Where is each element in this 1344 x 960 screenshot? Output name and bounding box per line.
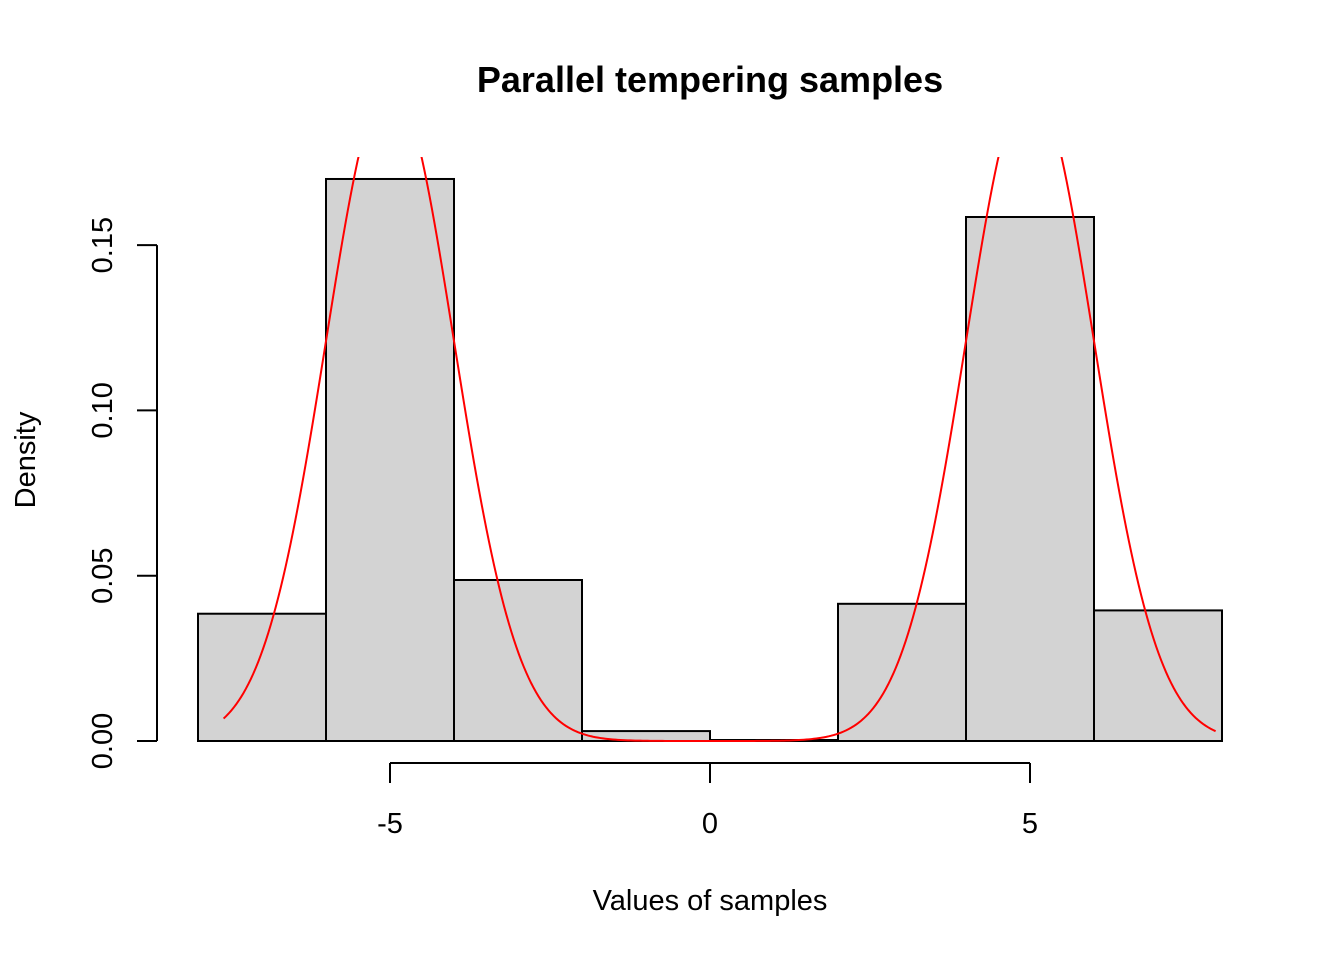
x-axis-label: Values of samples [593,885,828,917]
y-tick-label: 0.00 [87,713,119,769]
y-tick-label: 0.10 [87,382,119,438]
chart-title: Parallel tempering samples [477,59,943,100]
histogram-bar [1093,609,1223,743]
y-axis: 0.00 0.05 0.10 0.15 [87,217,158,769]
histogram-bar [453,578,583,742]
density-curve [222,157,1217,742]
histogram-bar [965,215,1095,742]
y-tick-label: 0.15 [87,217,119,273]
histogram-bar [325,177,455,743]
x-tick-label: 5 [1022,808,1038,840]
x-axis: -5 0 5 [377,762,1038,840]
histogram-bar [197,612,327,742]
histogram-bar [581,730,711,742]
histogram-bar [837,602,967,743]
y-axis-label: Density [10,411,42,508]
x-tick-label: 0 [702,808,718,840]
x-tick-label: -5 [377,808,403,840]
y-tick-label: 0.05 [87,547,119,603]
histogram-bars [197,177,1223,743]
